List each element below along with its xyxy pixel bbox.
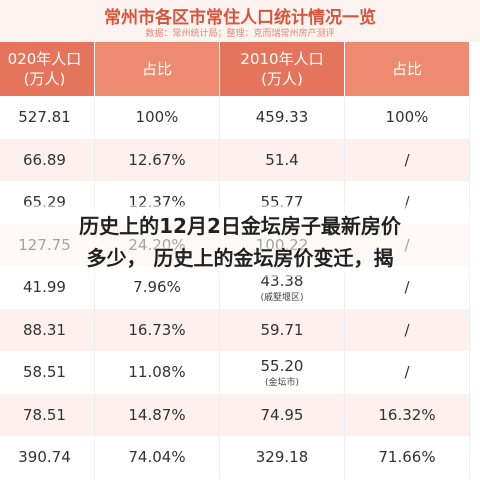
table-cell: 51.4 (220, 138, 345, 181)
cell-value: 16.32% (378, 405, 436, 424)
cell-value: / (404, 320, 410, 339)
header: 常州市各区市常住人口统计情况一览 数据：常州统计局；整理：克而瑞常州房产测评 (0, 0, 480, 42)
header-line: 占比 (141, 60, 172, 78)
table-cell: 12.67% (95, 138, 220, 181)
cell-value: 100% (135, 108, 179, 127)
table-cell: 16.73% (95, 308, 220, 351)
table-cell: / (345, 308, 470, 351)
cell-value: 329.18 (255, 448, 309, 467)
cell-value: / (404, 278, 410, 297)
cell-value: 55.20 (260, 356, 304, 375)
cell-value: 78.51 (23, 405, 66, 424)
table-cell: 14.87% (95, 393, 220, 436)
cell-value: 12.67% (128, 150, 186, 169)
cell-value: 74.95 (260, 405, 304, 424)
column-header: 占比 (95, 42, 220, 96)
cell-value: 58.51 (23, 363, 66, 382)
table-cell: 527.81 (0, 96, 95, 139)
table-cell: 74.04% (95, 436, 220, 479)
table-cell: 59.71 (220, 308, 345, 351)
table-cell: 78.51 (0, 393, 95, 436)
table-cell: 74.95 (220, 393, 345, 436)
cell-note: (金坛市) (264, 377, 300, 388)
cell-value: 51.4 (265, 150, 299, 169)
table-cell: 100% (95, 96, 220, 139)
header-line: 2010年人口 (240, 50, 324, 68)
cell-value: 100% (385, 108, 429, 127)
table-cell: 58.51 (0, 351, 95, 394)
overlay-title: 多少， 历史上的金坛房价变迁，揭 (86, 246, 394, 270)
cell-value: 66.89 (23, 150, 66, 169)
cell-note: (戚墅堰区) (260, 292, 304, 303)
cell-value: 14.87% (128, 405, 186, 424)
table-cell: 16.32% (345, 393, 470, 436)
subtitle: 数据：常州统计局；整理：克而瑞常州房产测评 (145, 29, 335, 39)
table-cell: 55.20 (金坛市) (220, 351, 345, 394)
cell-value: 390.74 (18, 448, 71, 467)
cell-value: 16.73% (128, 320, 186, 339)
cell-value: 527.81 (18, 108, 71, 127)
table-cell: 100% (345, 96, 470, 139)
table-cell: 459.33 (220, 96, 345, 139)
column-header: 2010年人口 (万人) (220, 42, 345, 96)
cell-value: 74.04% (128, 448, 186, 467)
table-cell: / (345, 351, 470, 394)
header-line: (万人) (261, 70, 303, 88)
overlay-title: 历史上的12月2日金坛房子最新房价 (79, 214, 401, 238)
column-header: 020年人口 (万人) (0, 42, 95, 96)
header-line: 占比 (391, 60, 422, 78)
cell-value: 459.33 (255, 108, 309, 127)
table-cell: 390.74 (0, 436, 95, 479)
cell-value: / (404, 150, 410, 169)
cell-value: 7.96% (133, 278, 181, 297)
table-cell: 329.18 (220, 436, 345, 479)
cell-value: 88.31 (23, 320, 66, 339)
header-line: (万人) (23, 70, 66, 88)
title: 常州市各区市常住人口统计情况一览 (104, 8, 376, 28)
cell-value: 71.66% (378, 448, 436, 467)
cell-value: 41.99 (23, 278, 66, 297)
header-line: 020年人口 (7, 50, 82, 68)
overlay-band (0, 205, 480, 277)
table-cell: 88.31 (0, 308, 95, 351)
column-header: 占比 (345, 42, 470, 96)
table-cell: / (345, 138, 470, 181)
table-cell: 66.89 (0, 138, 95, 181)
table-cell: 11.08% (95, 351, 220, 394)
table-cell: 71.66% (345, 436, 470, 479)
cell-value: / (404, 363, 410, 382)
cell-value: / (404, 193, 410, 212)
cell-value: 11.08% (128, 363, 186, 382)
cell-value: 59.71 (260, 320, 304, 339)
